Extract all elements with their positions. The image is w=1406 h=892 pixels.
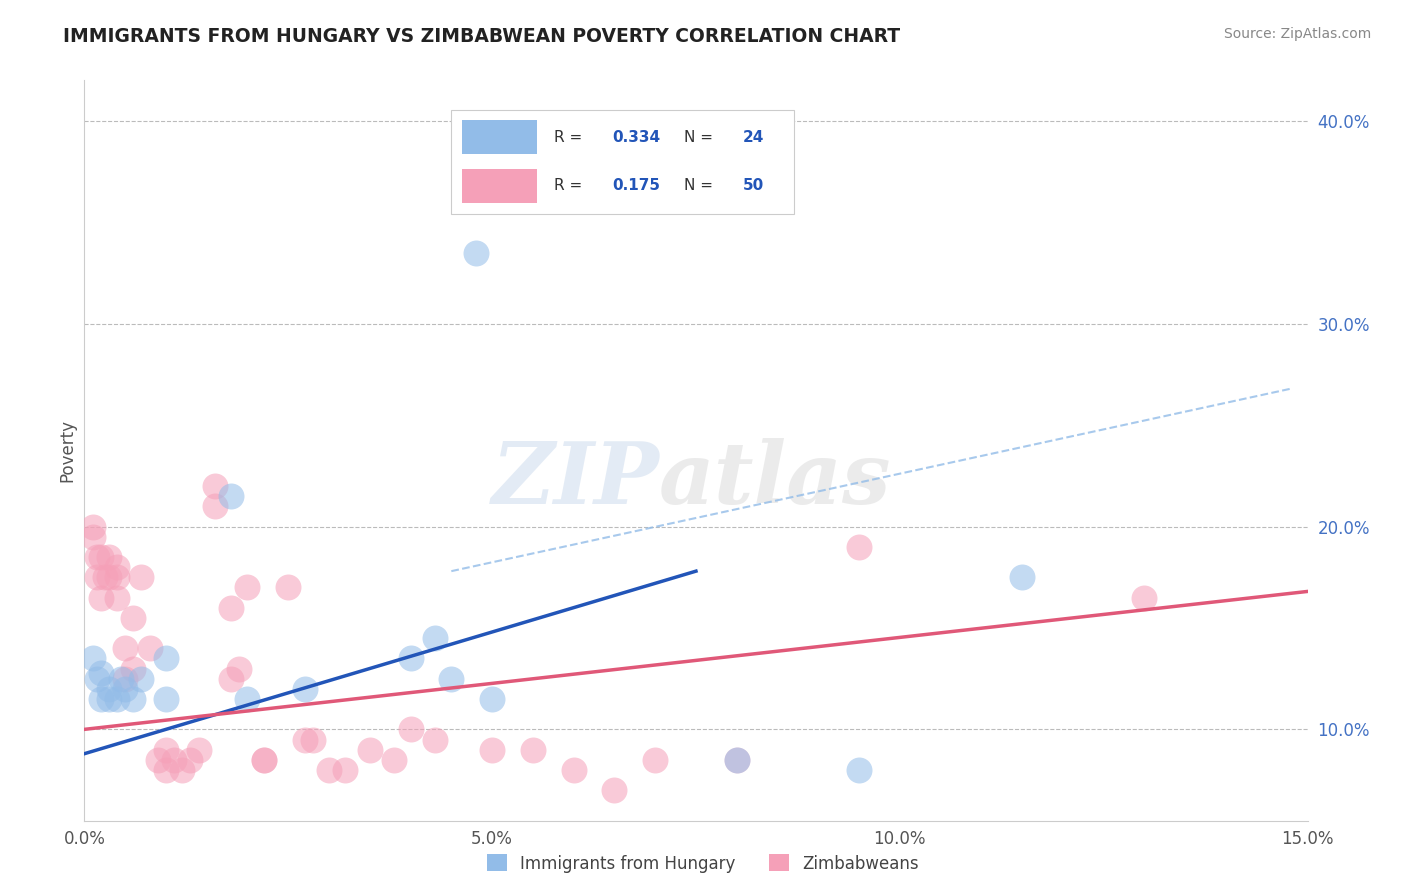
Point [236, 692, 259, 706]
Point [399, 723, 422, 737]
Point [848, 540, 870, 554]
Point [93, 570, 115, 584]
Point [603, 783, 626, 797]
Point [277, 580, 299, 594]
Y-axis label: Poverty: Poverty [58, 419, 76, 482]
Point [82, 519, 104, 533]
Point [122, 661, 145, 675]
Point [163, 753, 186, 767]
Point [131, 570, 153, 584]
Point [219, 672, 242, 686]
Point [172, 763, 194, 777]
Point [294, 732, 316, 747]
Point [114, 672, 136, 686]
Point [97, 549, 120, 564]
Point [138, 641, 160, 656]
Point [90, 591, 112, 605]
Point [644, 753, 666, 767]
Point [253, 753, 276, 767]
Point [301, 732, 323, 747]
Point [294, 681, 316, 696]
Point [236, 580, 259, 594]
Point [122, 692, 145, 706]
Text: Source: ZipAtlas.com: Source: ZipAtlas.com [1223, 27, 1371, 41]
Point [105, 692, 128, 706]
Point [725, 753, 748, 767]
Text: IMMIGRANTS FROM HUNGARY VS ZIMBABWEAN POVERTY CORRELATION CHART: IMMIGRANTS FROM HUNGARY VS ZIMBABWEAN PO… [63, 27, 900, 45]
Point [399, 651, 422, 665]
Point [382, 753, 405, 767]
Point [97, 570, 120, 584]
Point [318, 763, 340, 777]
Point [253, 753, 276, 767]
Legend: Immigrants from Hungary, Zimbabweans: Immigrants from Hungary, Zimbabweans [481, 847, 925, 880]
Point [179, 753, 201, 767]
Point [105, 591, 128, 605]
Point [440, 672, 463, 686]
Point [146, 753, 169, 767]
Point [97, 692, 120, 706]
Point [86, 549, 108, 564]
Point [1011, 570, 1033, 584]
Point [86, 672, 108, 686]
Point [187, 742, 209, 756]
Point [90, 549, 112, 564]
Point [522, 742, 544, 756]
Point [204, 500, 226, 514]
Point [335, 763, 357, 777]
Point [481, 742, 503, 756]
Point [82, 530, 104, 544]
Point [359, 742, 381, 756]
Point [481, 692, 503, 706]
Point [423, 631, 446, 645]
Point [155, 692, 177, 706]
Point [114, 641, 136, 656]
Point [228, 661, 250, 675]
Point [110, 672, 132, 686]
Point [725, 753, 748, 767]
Point [105, 560, 128, 574]
Point [90, 665, 112, 680]
Point [204, 479, 226, 493]
Point [122, 611, 145, 625]
Point [155, 763, 177, 777]
Point [562, 763, 585, 777]
Point [219, 489, 242, 503]
Point [114, 681, 136, 696]
Point [131, 672, 153, 686]
Point [97, 681, 120, 696]
Point [90, 692, 112, 706]
Point [464, 245, 486, 260]
Point [1133, 591, 1156, 605]
Point [86, 570, 108, 584]
Point [848, 763, 870, 777]
Text: ZIP: ZIP [492, 438, 659, 522]
Text: atlas: atlas [659, 438, 891, 522]
Point [219, 600, 242, 615]
Point [105, 570, 128, 584]
Point [155, 651, 177, 665]
Point [423, 732, 446, 747]
Point [82, 651, 104, 665]
Point [155, 742, 177, 756]
